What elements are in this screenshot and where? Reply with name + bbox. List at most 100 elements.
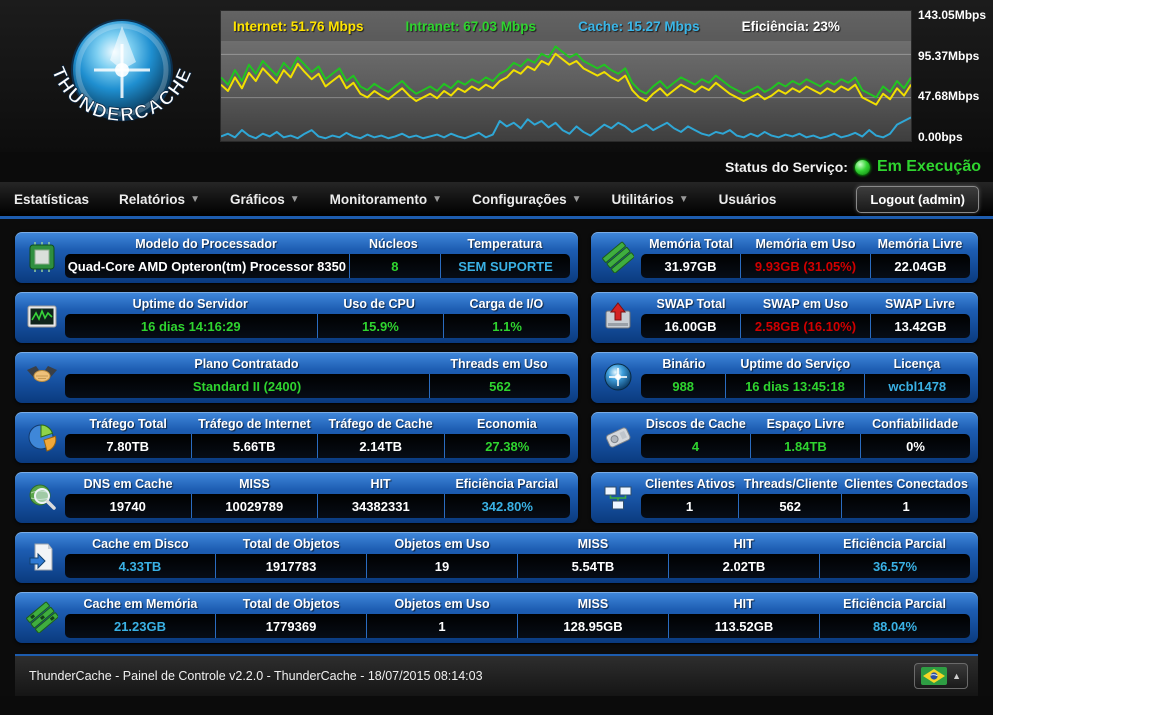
column-header: Uptime do Servidor — [132, 297, 248, 311]
nav-configuracoes[interactable]: Configurações ▼ — [472, 191, 582, 207]
cell-value: 1.1% — [443, 314, 570, 338]
column-header: Tráfego de Cache — [328, 417, 433, 431]
axis-label: 47.68Mbps — [918, 89, 980, 104]
card-plano: Plano Contratado Threads em Uso Standard… — [15, 352, 578, 403]
cell-value: 1 — [366, 614, 517, 638]
card-dns: DNS em Cache MISS HIT Eficiência Parcial… — [15, 472, 578, 523]
axis-label: 95.37Mbps — [918, 48, 980, 63]
column-header: Memória Livre — [877, 237, 963, 251]
column-header: Economia — [477, 417, 537, 431]
memory-icon — [595, 235, 641, 278]
cell-value: 0% — [860, 434, 970, 458]
card-trafego: Tráfego Total Tráfego de Internet Tráfeg… — [15, 412, 578, 463]
column-header: Discos de Cache — [645, 417, 746, 431]
cell-value: 113.52GB — [668, 614, 819, 638]
cell-value: 27.38% — [443, 434, 571, 458]
cell-value: wcbl1478 — [863, 374, 970, 398]
nav-graficos[interactable]: Gráficos ▼ — [229, 191, 300, 207]
chevron-down-icon: ▼ — [289, 193, 300, 205]
nav-relatorios[interactable]: Relatórios ▼ — [119, 191, 200, 207]
chevron-up-icon: ▲ — [952, 671, 961, 681]
cell-value: 2.58GB (16.10%) — [740, 314, 870, 338]
cell-value: 2.02TB — [668, 554, 819, 578]
cell-value: 988 — [672, 378, 695, 394]
header: THUNDERCACHE Internet: 51.76 Mbps Intran… — [0, 0, 993, 152]
cpu-icon — [19, 235, 65, 278]
column-header: Plano Contratado — [194, 357, 299, 371]
legend-eficiencia: Eficiência: 23% — [741, 18, 840, 34]
column-header: SWAP Total — [656, 297, 726, 311]
column-header: MISS — [577, 597, 609, 611]
column-header: MISS — [577, 537, 609, 551]
cell-value: 10029789 — [190, 494, 318, 518]
cell-value: 1779369 — [215, 614, 366, 638]
column-header: Modelo do Processador — [135, 237, 277, 251]
chart-legend: Internet: 51.76 Mbps Intranet: 67.03 Mbp… — [221, 11, 911, 41]
column-header: Uptime do Serviço — [740, 357, 851, 371]
cell-value: 21.23GB — [113, 618, 167, 634]
column-header: Licença — [893, 357, 941, 371]
card-binario: Binário Uptime do Serviço Licença 988 16… — [591, 352, 978, 403]
column-header: Eficiência Parcial — [843, 537, 946, 551]
nav-estatisticas[interactable]: Estatísticas — [14, 191, 90, 207]
column-header: Clientes Conectados — [844, 477, 968, 491]
logout-button[interactable]: Logout (admin) — [856, 185, 979, 213]
traffic-plot — [221, 45, 911, 140]
cell-value: 13.42GB — [869, 314, 970, 338]
traffic-chart: Internet: 51.76 Mbps Intranet: 67.03 Mbp… — [220, 10, 912, 142]
series-internet — [221, 52, 911, 106]
cache-page-icon — [19, 535, 65, 578]
cell-value: 22.04GB — [869, 254, 970, 278]
cell-value: 1.84TB — [750, 434, 860, 458]
cell-value: 4.33TB — [118, 558, 162, 574]
footer-text: ThunderCache - Painel de Controle v2.2.0… — [29, 669, 483, 683]
nav-utilitarios[interactable]: Utilitários ▼ — [611, 191, 689, 207]
card-cache-disco: Cache em Disco Total de Objetos Objetos … — [15, 532, 978, 583]
hard-disk-icon — [595, 415, 641, 458]
column-header: Clientes Ativos — [645, 477, 735, 491]
cell-value: 562 — [738, 494, 841, 518]
column-header: Uso de CPU — [343, 297, 415, 311]
axis-label: 0.00bps — [918, 129, 963, 144]
network-clients-icon — [595, 475, 641, 518]
cell-value: 2.14TB — [317, 434, 444, 458]
column-header: Eficiência Parcial — [843, 597, 946, 611]
column-header: Binário — [662, 357, 706, 371]
chart-axis: 143.05Mbps 95.37Mbps 47.68Mbps 0.00bps — [918, 8, 990, 144]
column-header: Confiabilidade — [872, 417, 959, 431]
column-header: Memória Total — [649, 237, 733, 251]
axis-label: 143.05Mbps — [918, 8, 987, 22]
brazil-flag-icon — [921, 667, 948, 685]
cell-value: SEM SUPORTE — [440, 254, 570, 278]
pie-chart-icon — [19, 415, 65, 458]
cell-value: 16.00GB — [664, 318, 717, 334]
nav-usuarios[interactable]: Usuários — [718, 191, 777, 207]
legend-internet: Internet: 51.76 Mbps — [233, 18, 364, 34]
cell-value: 88.04% — [819, 614, 970, 638]
dashboard-content: Modelo do Processador Núcleos Temperatur… — [0, 219, 993, 696]
column-header: Cache em Memória — [83, 597, 198, 611]
cell-value: 16 dias 13:45:18 — [725, 374, 863, 398]
cell-value: 8 — [348, 254, 440, 278]
column-header: HIT — [370, 477, 391, 491]
cell-value: 128.95GB — [517, 614, 668, 638]
language-selector[interactable]: ▲ — [914, 663, 968, 689]
sphere-icon — [595, 355, 641, 398]
footer: ThunderCache - Painel de Controle v2.2.0… — [15, 654, 978, 696]
handshake-icon — [19, 355, 65, 398]
status-value: Em Execução — [876, 158, 981, 175]
cell-value: 36.57% — [819, 554, 970, 578]
column-header: Carga de I/O — [469, 297, 544, 311]
column-header: Memória em Uso — [755, 237, 856, 251]
column-header: Espaço Livre — [766, 417, 845, 431]
cell-value: 342.80% — [443, 494, 571, 518]
column-header: Tráfego Total — [89, 417, 167, 431]
column-header: Núcleos — [369, 237, 418, 251]
series-intranet — [221, 45, 911, 99]
cell-value: 19 — [366, 554, 517, 578]
cell-value: 1917783 — [215, 554, 366, 578]
chevron-down-icon: ▼ — [190, 193, 200, 205]
cell-value: 1 — [685, 498, 694, 514]
cell-value: 19740 — [109, 498, 146, 514]
nav-monitoramento[interactable]: Monitoramento ▼ — [329, 191, 443, 207]
